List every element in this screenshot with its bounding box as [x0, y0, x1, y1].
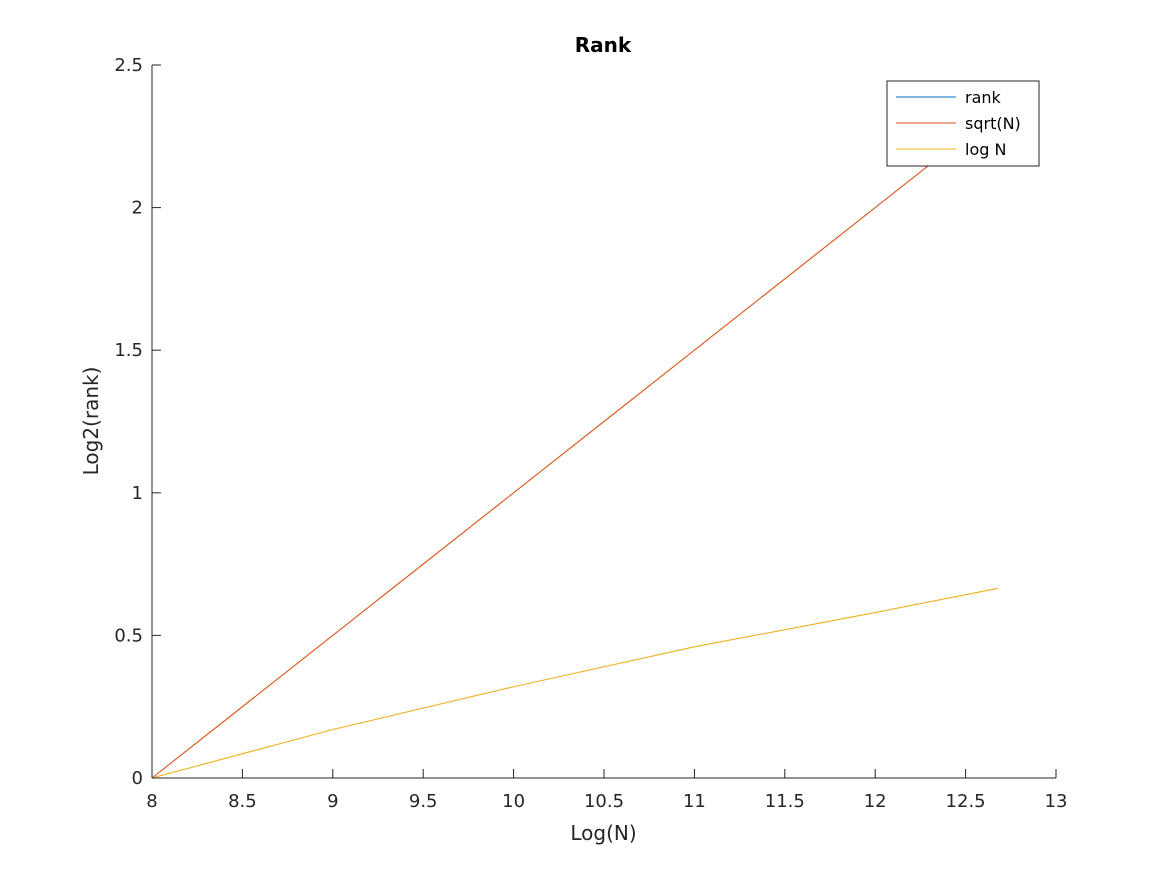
x-tick-label: 8.5: [228, 791, 257, 812]
x-tick-label: 8: [146, 791, 157, 812]
series-line-log-n: [151, 587, 999, 779]
y-tick-label: 2: [132, 198, 143, 219]
y-tick-label: 0.5: [114, 625, 143, 646]
x-tick-label: 10: [502, 791, 525, 812]
x-tick-label: 13: [1045, 791, 1068, 812]
x-tick-label: 10.5: [584, 791, 624, 812]
legend-label: rank: [965, 88, 1002, 107]
y-tick-label: 2.5: [114, 55, 143, 76]
x-tick-label: 11: [683, 791, 706, 812]
series-line-sqrt-n: [151, 110, 999, 779]
x-tick-label: 9: [327, 791, 338, 812]
chart-title: Rank: [575, 33, 632, 57]
legend: rank sqrt(N) log N: [886, 80, 1040, 167]
x-tick-label: 9.5: [409, 791, 438, 812]
y-tick-label: 0: [132, 768, 143, 789]
legend-label: sqrt(N): [965, 114, 1021, 133]
legend-label: log N: [965, 140, 1006, 159]
y-tick-label: 1.5: [114, 340, 143, 361]
x-tick-label: 12.5: [946, 791, 986, 812]
y-tick-label: 1: [132, 483, 143, 504]
x-axis-title: Log(N): [570, 821, 636, 845]
y-axis-title: Log2(rank): [79, 367, 103, 476]
x-tick-label: 12: [864, 791, 887, 812]
x-tick-label: 11.5: [765, 791, 805, 812]
